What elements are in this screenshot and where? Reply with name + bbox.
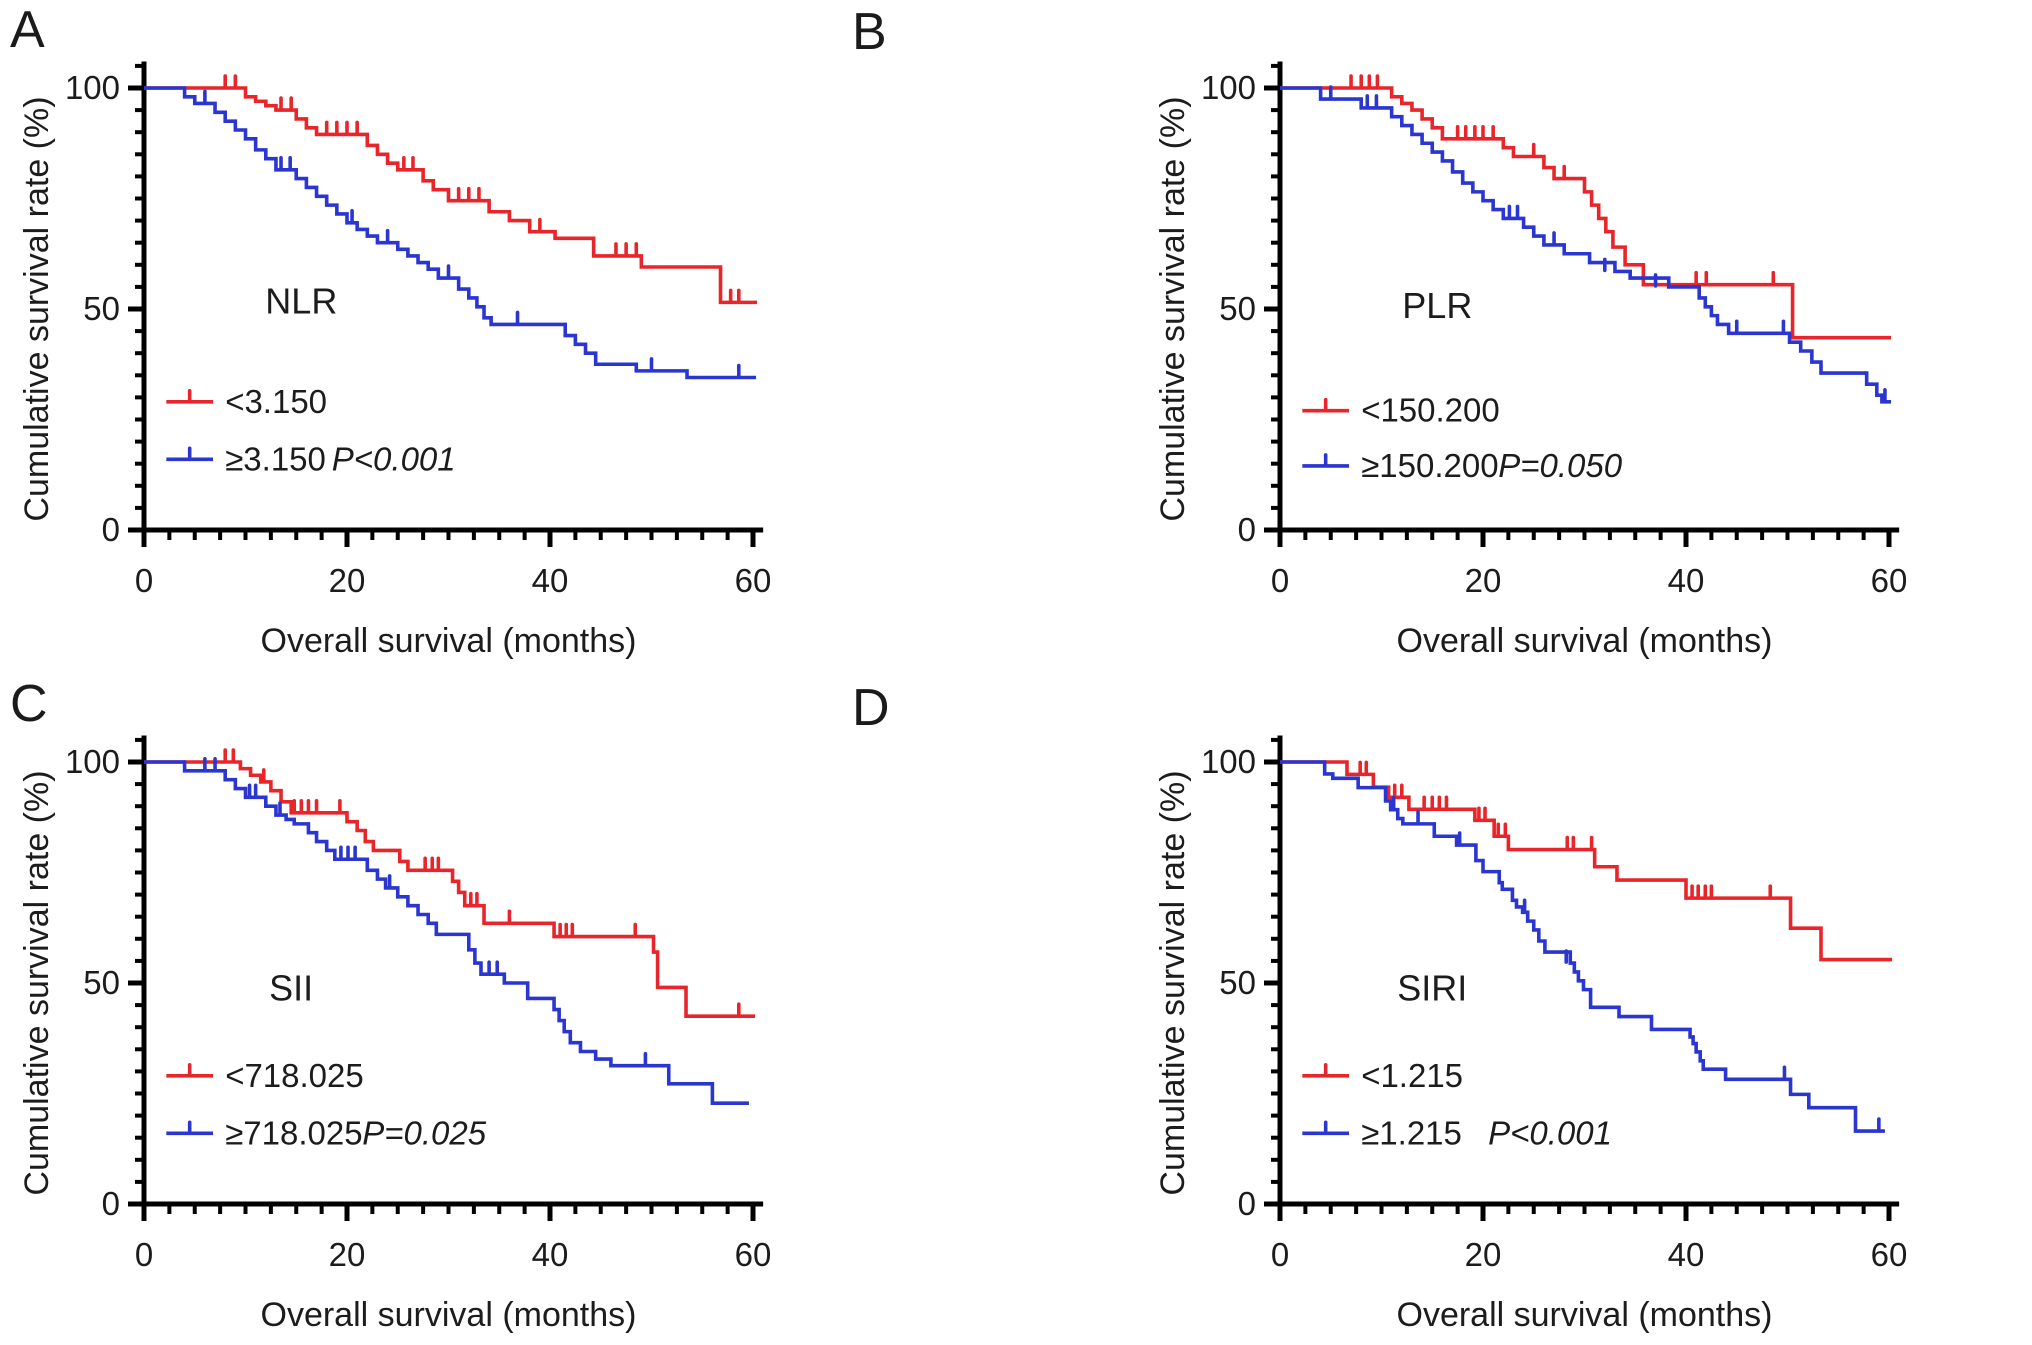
y-tick-label: 50 [83,964,120,1001]
y-tick-label: 50 [83,290,120,327]
km-curve-red [144,760,756,1018]
panel-letter-c: C [10,675,48,733]
p-value-label: P=0.025 [362,1114,487,1151]
x-tick-label: 20 [1465,562,1502,599]
y-tick-label: 50 [1219,290,1256,327]
x-tick-label: 60 [735,562,772,599]
p-value-label: P<0.001 [1488,1114,1612,1151]
x-tick-label: 40 [532,1236,569,1273]
p-value-label: P=0.050 [1498,447,1623,484]
y-tick-label: 0 [1238,511,1256,548]
km-curve-blue [144,760,749,1106]
x-tick-label: 0 [135,1236,153,1273]
x-tick-label: 40 [1668,1236,1705,1273]
y-tick-label: 0 [102,511,120,548]
y-tick-label: 0 [1238,1185,1256,1222]
y-axis-title: Cumulative survival rate (%) [18,770,56,1195]
x-axis-title: Overall survival (months) [1397,1296,1773,1334]
panel-letter-b: B [852,3,887,61]
y-axis-title: Cumulative survival rate (%) [1154,96,1192,521]
km-curve-blue [144,86,757,380]
y-tick-label: 100 [65,743,120,780]
x-axis-title: Overall survival (months) [261,622,637,660]
x-tick-label: 60 [735,1236,772,1273]
legend-label-blue: ≥1.215 [1361,1114,1462,1151]
y-axis-title: Cumulative survival rate (%) [1154,770,1192,1195]
x-axis-title: Overall survival (months) [261,1296,637,1334]
x-tick-label: 40 [1668,562,1705,599]
x-axis-title: Overall survival (months) [1397,622,1773,660]
marker-label: SIRI [1397,968,1467,1009]
km-curve-blue [1280,760,1885,1133]
panel-letter-d: D [852,679,890,737]
legend-label-red: <1.215 [1361,1057,1463,1094]
y-tick-label: 100 [65,69,120,106]
y-tick-label: 100 [1201,69,1256,106]
marker-label: PLR [1402,285,1472,326]
km-curve-blue [1280,86,1892,404]
marker-label: SII [269,968,313,1009]
y-tick-label: 100 [1201,743,1256,780]
y-tick-label: 50 [1219,964,1256,1001]
legend-label-blue: ≥718.025 [225,1114,362,1151]
x-tick-label: 60 [1871,562,1908,599]
legend-label-red: <150.200 [1361,392,1500,429]
y-axis-title: Cumulative survival rate (%) [18,96,56,521]
km-plot-nlr: 0 50 100 0 20 40 60 Overall survival (months) Cu… [18,61,772,660]
y-tick-label: 0 [102,1185,120,1222]
x-tick-label: 20 [1465,1236,1502,1273]
legend-label-red: <718.025 [225,1057,364,1094]
x-tick-label: 40 [532,562,569,599]
legend-label-blue: ≥150.200 [1361,447,1498,484]
legend-label-blue: ≥3.150 [225,440,326,477]
km-plot-siri: 0 50 100 0 20 40 60 Overall survival (months) Cu… [1154,735,1908,1334]
x-tick-label: 0 [135,562,153,599]
panel-d-siri: 0 50 100 0 20 40 60 Overall survival (months) Cu… [1150,684,2018,1345]
km-plot-plr: 0 50 100 0 20 40 60 Overall survival (months) Cu… [1154,61,1908,660]
panel-b-plr: 0 50 100 0 20 40 60 Overall survival (months) Cu… [1150,10,2018,675]
panel-a-nlr: 0 50 100 0 20 40 60 Overall survival (months) Cu… [14,10,882,675]
km-plot-sii: 0 50 100 0 20 40 60 Overall survival (months) Cu… [18,735,772,1334]
km-curve-red [144,86,758,305]
x-tick-label: 20 [329,562,366,599]
x-tick-label: 0 [1271,562,1289,599]
legend-label-red: <3.150 [225,383,327,420]
p-value-label: P<0.001 [332,440,456,477]
x-tick-label: 20 [329,1236,366,1273]
panel-letter-a: A [10,1,45,59]
km-curve-red [1280,760,1893,962]
marker-label: NLR [265,280,337,321]
x-tick-label: 60 [1871,1236,1908,1273]
panel-c-sii: 0 50 100 0 20 40 60 Overall survival (months) Cu… [14,684,882,1345]
x-tick-label: 0 [1271,1236,1289,1273]
km-curve-red [1280,86,1892,340]
